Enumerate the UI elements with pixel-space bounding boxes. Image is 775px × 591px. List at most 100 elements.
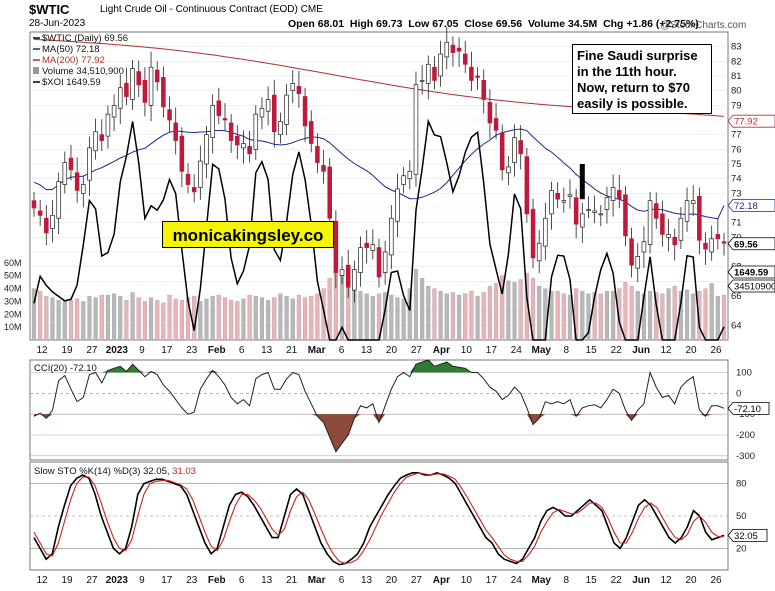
price-candle	[278, 121, 283, 136]
price-tick-label: 81	[731, 71, 742, 82]
volume-bar	[549, 290, 554, 341]
price-candle	[253, 113, 259, 150]
last-value-tag	[727, 279, 775, 293]
volume-bar	[604, 290, 610, 341]
volume-label: Volume	[527, 18, 566, 30]
price-candle	[56, 181, 61, 219]
price-candle	[327, 166, 332, 219]
close-value: 69.56	[495, 18, 523, 30]
volume-bar	[75, 298, 80, 341]
volume-bar	[666, 288, 671, 341]
volume-bar	[241, 298, 246, 341]
price-candle	[598, 213, 604, 216]
sto-tick-label: 50	[736, 511, 747, 522]
volume-bar	[703, 288, 708, 341]
price-candle	[352, 269, 357, 291]
price-candle	[462, 53, 468, 65]
open-value: 68.01	[317, 18, 345, 30]
price-tick-label: 66	[731, 291, 742, 302]
volume-bar	[555, 290, 560, 341]
price-candle	[284, 94, 289, 125]
cci-last-label: -72.10	[734, 404, 761, 415]
x-tick-label: 22	[611, 345, 623, 356]
last-value-label: 77.92	[734, 117, 758, 128]
x-tick-label: 9	[139, 345, 145, 356]
volume-bar	[500, 275, 505, 341]
x-tick-label: 6	[239, 345, 245, 356]
low-value: 67.05	[432, 18, 459, 30]
price-tick-label: 82	[731, 56, 742, 67]
open-label: Open	[288, 18, 315, 30]
price-candle	[161, 77, 166, 108]
annotation-box: Fine Saudi surprise in the 11th hour. No…	[572, 44, 712, 114]
price-tick-label: 83	[731, 42, 742, 53]
volume-bar	[432, 288, 437, 341]
x-tick-label: 9	[139, 575, 145, 586]
volume-bar	[62, 301, 67, 341]
price-candle	[167, 109, 172, 121]
volume-bar	[31, 288, 37, 341]
price-candle	[469, 66, 474, 81]
volume-bar	[210, 296, 215, 341]
price-candle	[438, 53, 443, 77]
price-candle	[111, 104, 117, 118]
price-candle	[444, 41, 450, 58]
x-tick-label: 26	[710, 575, 722, 586]
volume-axis-label: 40M	[4, 284, 22, 294]
volume-axis-label: 50M	[4, 271, 22, 281]
sto-tick-label: 80	[736, 479, 747, 490]
legend-entry: MA(50) 72.18	[42, 44, 100, 55]
x-tick-label: 23	[186, 345, 198, 356]
x-tick-label: Feb	[208, 575, 226, 586]
sto-title-d: 31.03	[172, 466, 196, 477]
price-candle	[660, 213, 665, 235]
volume-bar	[112, 293, 117, 341]
high-value: 69.73	[376, 18, 403, 30]
volume-bar	[148, 297, 154, 341]
volume-bar	[420, 278, 425, 341]
price-candle	[117, 87, 123, 109]
volume-bar	[684, 289, 690, 341]
price-candle	[456, 47, 462, 52]
volume-bar	[395, 297, 400, 341]
price-candle	[580, 213, 585, 228]
volume-bar	[715, 296, 720, 341]
sto-last-tag	[727, 528, 768, 542]
price-candle	[142, 80, 148, 103]
volume-bar	[99, 294, 104, 341]
price-candle	[684, 200, 690, 222]
x-tick-label: 23	[186, 575, 198, 586]
price-candle	[136, 71, 141, 86]
volume-bar	[512, 281, 517, 341]
price-candle	[179, 135, 185, 172]
price-panel: 646668707172737475767778798081828310M20M…	[4, 26, 775, 356]
price-candle	[530, 209, 536, 259]
volume-bar	[586, 293, 591, 341]
price-candle	[345, 264, 351, 288]
close-label: Close	[464, 18, 493, 30]
volume-axis-label: 30M	[4, 296, 22, 306]
price-candle	[37, 210, 43, 216]
low-label: Low	[408, 18, 430, 30]
volume-bar	[598, 293, 603, 341]
x-tick-label: 13	[261, 345, 273, 356]
volume-bar	[93, 297, 98, 341]
volume-bar	[469, 290, 474, 341]
volume-bar	[81, 301, 86, 341]
price-candle	[426, 63, 431, 84]
last-value-label: 69.56	[734, 239, 758, 250]
legend-entry: Volume 34,510,900	[42, 66, 124, 77]
price-candle	[191, 187, 197, 193]
price-tick-label: 75	[731, 159, 742, 170]
price-candle	[432, 66, 437, 81]
last-value-tag	[727, 198, 775, 212]
price-candle	[555, 192, 560, 200]
price-candle	[647, 200, 653, 246]
volume-bar	[450, 292, 455, 341]
price-candle	[130, 68, 135, 100]
price-candle	[315, 146, 320, 163]
cci-title: CCI(20) -72.10	[34, 363, 97, 374]
volume-bar	[142, 301, 147, 341]
x-tick-label: 12	[36, 575, 48, 586]
price-candle	[721, 241, 727, 244]
